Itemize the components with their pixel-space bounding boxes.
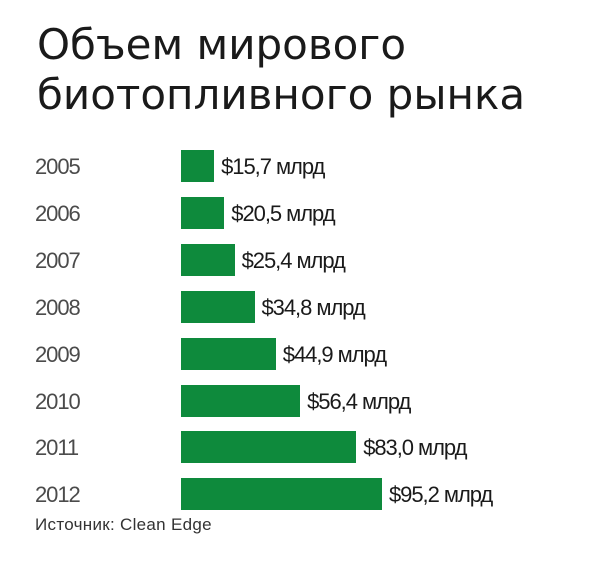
- year-label: 2007: [35, 247, 81, 273]
- chart-row: 2009 $44,9 млрд: [0, 337, 600, 370]
- year-label: 2012: [35, 482, 81, 508]
- chart-row: 2007 $25,4 млрд: [0, 243, 600, 276]
- chart-row: 2010 $56,4 млрд: [0, 384, 600, 417]
- chart-row: 2008 $34,8 млрд: [0, 290, 600, 323]
- value-bar: [181, 384, 301, 417]
- chart-title-line-2: биотопливного рынка: [37, 70, 526, 119]
- year-label: 2005: [35, 154, 81, 179]
- value-label: $15,7 млрд: [221, 154, 325, 179]
- chart-row: 2011 $83,0 млрд: [0, 431, 600, 464]
- year-label: 2010: [35, 388, 81, 414]
- year-label: 2008: [35, 294, 81, 320]
- value-label: $44,9 млрд: [282, 341, 387, 367]
- chart-row: 2006 $20,5 млрд: [0, 196, 600, 229]
- value-label: $83,0 млрд: [363, 435, 467, 461]
- year-label: 2011: [35, 435, 79, 461]
- value-label: $25,4 млрд: [241, 247, 346, 273]
- chart-title-line-1: Объем мирового: [37, 20, 407, 69]
- year-label: 2009: [35, 341, 81, 367]
- chart-row: 2005 $15,7 млрд: [0, 150, 600, 182]
- value-label: $34,8 млрд: [261, 294, 366, 320]
- value-bar: [181, 196, 225, 229]
- value-bar: [181, 431, 357, 464]
- chart-title: Объем мирового биотопливного рынка: [37, 20, 525, 120]
- value-bar: [181, 290, 255, 323]
- value-bar: [181, 478, 382, 511]
- value-label: $20,5 млрд: [231, 200, 335, 226]
- value-label: $56,4 млрд: [307, 388, 411, 414]
- source-note: Источник: Clean Edge: [35, 515, 212, 534]
- value-bar: [181, 337, 276, 370]
- year-label: 2006: [35, 200, 81, 226]
- value-bar: [181, 243, 235, 276]
- value-label: $95,2 млрд: [389, 482, 493, 508]
- value-bar: [181, 150, 215, 182]
- chart-row: 2012 $95,2 млрд: [0, 478, 600, 511]
